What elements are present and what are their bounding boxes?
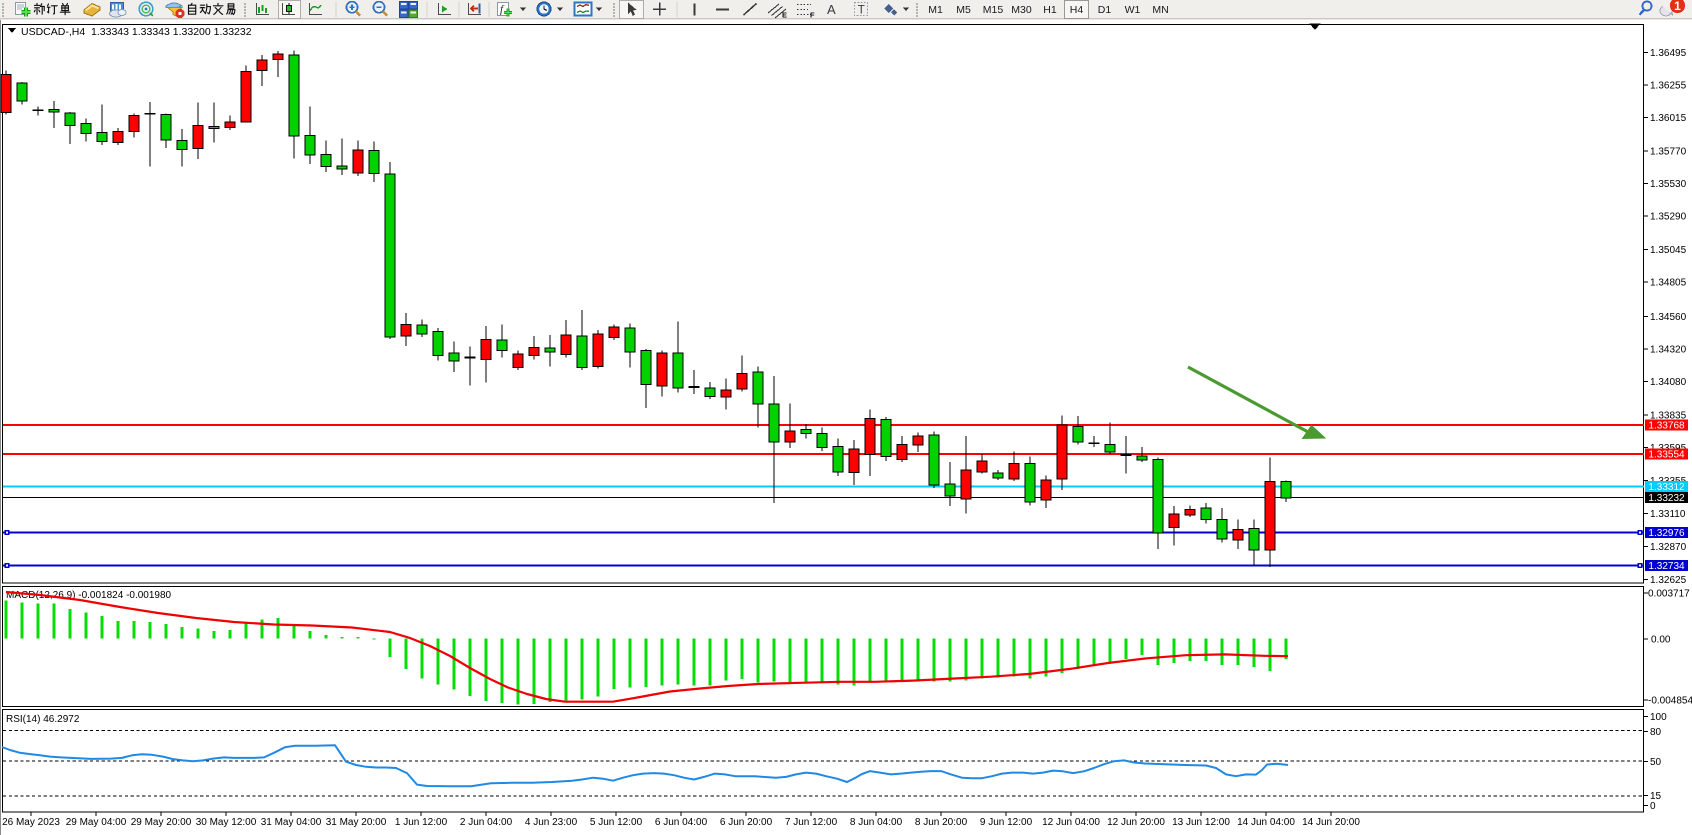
svg-text:30 May 12:00: 30 May 12:00	[196, 817, 257, 828]
svg-text:f: f	[500, 4, 505, 16]
svg-text:50: 50	[1650, 757, 1662, 768]
svg-text:1.32734: 1.32734	[1648, 561, 1685, 572]
svg-text:8 Jun 04:00: 8 Jun 04:00	[850, 817, 903, 828]
svg-text:1.32870: 1.32870	[1650, 542, 1687, 553]
svg-text:15: 15	[1650, 791, 1662, 802]
svg-text:1.34320: 1.34320	[1650, 345, 1687, 356]
svg-text:1: 1	[1674, 0, 1681, 13]
svg-text:7 Jun 12:00: 7 Jun 12:00	[785, 817, 838, 828]
svg-text:1.36495: 1.36495	[1650, 48, 1687, 59]
svg-text:E: E	[782, 11, 787, 20]
svg-text:1.35290: 1.35290	[1650, 212, 1687, 223]
svg-text:8 Jun 20:00: 8 Jun 20:00	[915, 817, 968, 828]
svg-text:USDCAD-,H4 1.33343 1.33343 1.: USDCAD-,H4 1.33343 1.33343 1.33200 1.332…	[21, 26, 252, 38]
svg-text:M15: M15	[983, 4, 1004, 16]
svg-text:W1: W1	[1125, 4, 1141, 16]
svg-text:1.33110: 1.33110	[1650, 509, 1686, 520]
svg-text:31 May 04:00: 31 May 04:00	[261, 817, 322, 828]
svg-text:1.33232: 1.33232	[1648, 493, 1685, 504]
svg-text:1.36015: 1.36015	[1650, 113, 1687, 124]
svg-text:MACD(12,26,9) -0.001824 -0.001: MACD(12,26,9) -0.001824 -0.001980	[6, 590, 172, 601]
svg-text:1.35045: 1.35045	[1650, 245, 1687, 256]
svg-text:100: 100	[1650, 712, 1667, 723]
svg-text:13 Jun 12:00: 13 Jun 12:00	[1172, 817, 1230, 828]
svg-text:1.35530: 1.35530	[1650, 179, 1687, 190]
svg-text:1.32976: 1.32976	[1648, 528, 1685, 539]
svg-text:RSI(14) 46.2972: RSI(14) 46.2972	[6, 714, 80, 725]
svg-text:80: 80	[1650, 727, 1662, 738]
svg-text:6 Jun 04:00: 6 Jun 04:00	[655, 817, 708, 828]
svg-text:0: 0	[1650, 801, 1656, 812]
svg-text:1.33554: 1.33554	[1648, 450, 1685, 461]
svg-text:12 Jun 20:00: 12 Jun 20:00	[1107, 817, 1165, 828]
svg-text:M5: M5	[956, 4, 971, 16]
svg-text:29 May 20:00: 29 May 20:00	[131, 817, 192, 828]
svg-text:H4: H4	[1070, 4, 1084, 16]
svg-text:0.003717: 0.003717	[1648, 589, 1690, 600]
svg-text:1.34080: 1.34080	[1650, 377, 1687, 388]
svg-text:F: F	[810, 11, 815, 20]
svg-text:1.33835: 1.33835	[1650, 411, 1687, 422]
svg-text:14 Jun 04:00: 14 Jun 04:00	[1237, 817, 1295, 828]
svg-text:D1: D1	[1098, 4, 1112, 16]
svg-text:1.33768: 1.33768	[1648, 421, 1685, 432]
svg-text:M30: M30	[1011, 4, 1032, 16]
svg-text:1.32625: 1.32625	[1650, 575, 1687, 586]
svg-text:1.34805: 1.34805	[1650, 278, 1687, 289]
svg-text:1 Jun 12:00: 1 Jun 12:00	[395, 817, 448, 828]
svg-text:MN: MN	[1152, 4, 1168, 16]
svg-text:26 May 2023: 26 May 2023	[2, 817, 60, 828]
svg-text:T: T	[858, 5, 865, 17]
svg-text:0.00: 0.00	[1651, 634, 1671, 645]
svg-text:1.34560: 1.34560	[1650, 312, 1687, 323]
svg-text:5 Jun 12:00: 5 Jun 12:00	[590, 817, 643, 828]
svg-text:29 May 04:00: 29 May 04:00	[66, 817, 127, 828]
svg-text:4 Jun 23:00: 4 Jun 23:00	[525, 817, 578, 828]
svg-text:A: A	[827, 2, 836, 17]
svg-text:31 May 20:00: 31 May 20:00	[326, 817, 387, 828]
svg-text:M1: M1	[928, 4, 943, 16]
svg-text:14 Jun 20:00: 14 Jun 20:00	[1302, 817, 1360, 828]
svg-text:9 Jun 12:00: 9 Jun 12:00	[980, 817, 1033, 828]
svg-text:1.36255: 1.36255	[1650, 81, 1687, 92]
svg-text:H1: H1	[1043, 4, 1057, 16]
svg-text:-0.004854: -0.004854	[1648, 696, 1692, 707]
svg-text:6 Jun 20:00: 6 Jun 20:00	[720, 817, 773, 828]
svg-text:12 Jun 04:00: 12 Jun 04:00	[1042, 817, 1100, 828]
svg-text:1.33312: 1.33312	[1648, 482, 1685, 493]
svg-text:1.35770: 1.35770	[1650, 147, 1687, 158]
svg-text:2 Jun 04:00: 2 Jun 04:00	[460, 817, 513, 828]
